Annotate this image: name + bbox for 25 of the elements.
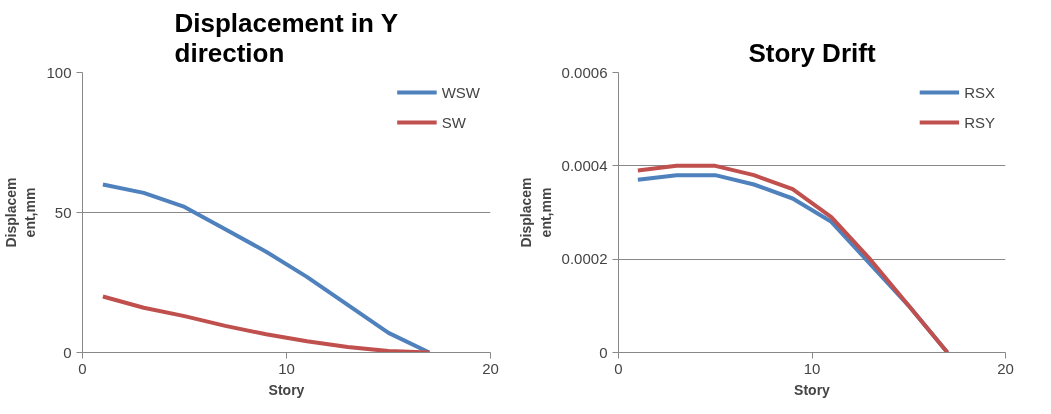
line-series [100, 294, 432, 353]
y-axis-title: Displacement,mm [3, 177, 39, 248]
line-series [100, 182, 432, 353]
legend-label: WSW [441, 83, 480, 101]
chart-title: Story Drift [748, 37, 876, 68]
x-tick-label: 20 [482, 359, 499, 377]
legend-label: RSX [964, 83, 995, 101]
chart-title: Displacement in Y direction [174, 7, 399, 68]
x-tick-label: 10 [278, 359, 295, 377]
y-tick-label: 0.0002 [561, 250, 608, 268]
y-tick-label: 0 [63, 343, 72, 361]
x-tick-label: 0 [614, 359, 623, 377]
x-axis-title: Story [268, 381, 305, 398]
x-tick-label: 0 [78, 359, 87, 377]
y-tick-label: 50 [54, 203, 72, 221]
x-axis-title: Story [794, 381, 831, 398]
y-tick-label: 100 [46, 63, 72, 81]
x-tick-label: 10 [803, 359, 821, 377]
y-tick-label: 0.0004 [561, 156, 608, 174]
y-tick-label: 0.0006 [561, 63, 608, 81]
y-axis-title: Displacement,mm [518, 177, 554, 248]
legend-label: RSY [964, 113, 995, 131]
x-tick-label: 20 [997, 359, 1014, 377]
legend-label: SW [441, 113, 466, 131]
y-tick-label: 0 [599, 343, 608, 361]
